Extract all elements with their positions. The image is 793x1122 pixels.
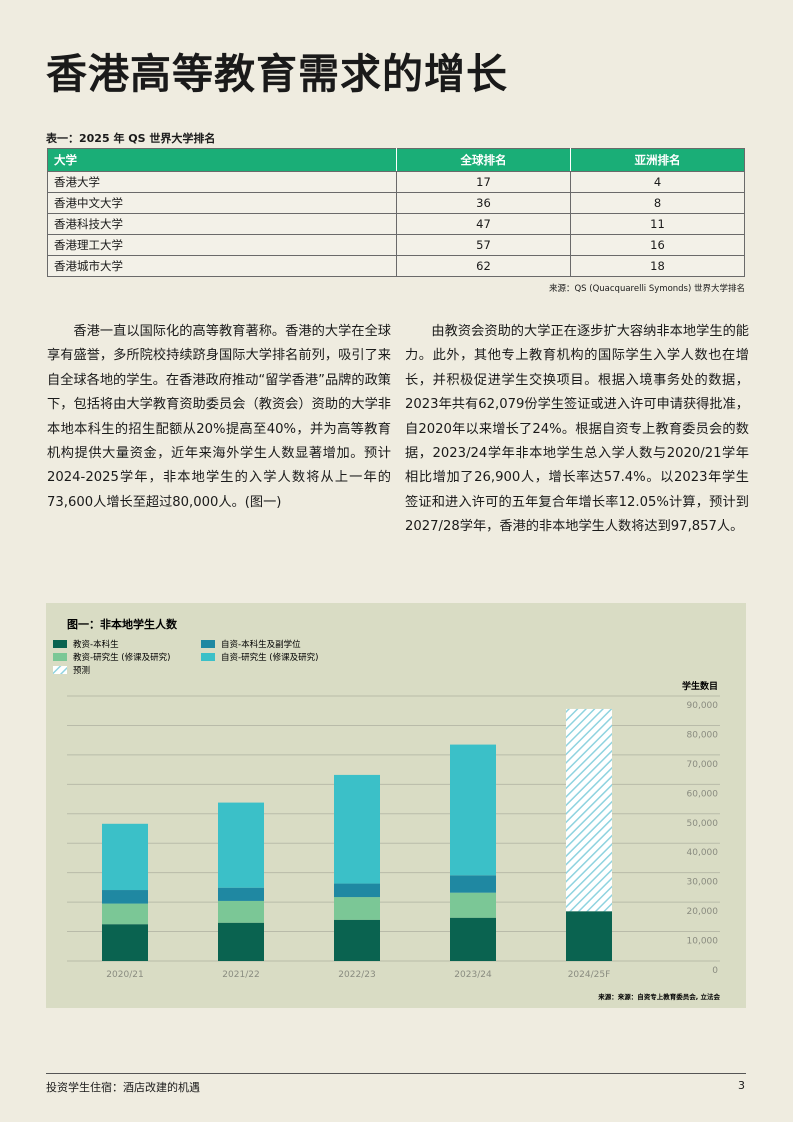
table-cell: 香港城市大学 [47,255,397,277]
chart-title: 图一：非本地学生人数 [67,617,178,631]
table-row: 香港科技大学 47 11 [47,213,745,235]
bar-segment [218,900,264,923]
y-tick-label: 10,000 [687,937,719,947]
table-cell: 57 [396,234,571,256]
table-cell: 4 [570,171,745,193]
page-number: 3 [738,1079,745,1092]
bar-segment [334,883,380,898]
paragraph: 香港一直以国际化的高等教育著称。香港的大学在全球享有盛誉，多所院校持续跻身国际大… [47,324,391,510]
table-cell: 36 [396,192,571,214]
table-cell: 香港科技大学 [47,213,397,235]
col-header: 大学 [47,148,397,172]
legend-label: 教资-研究生 (修课及研究) [73,652,170,663]
table-cell: 18 [570,255,745,277]
legend-swatch [201,653,215,661]
table-row: 香港理工大学 57 16 [47,234,745,256]
x-tick-label: 2020/21 [106,970,143,980]
y-tick-label: 70,000 [687,760,719,770]
col-header: 全球排名 [396,148,571,172]
page-title: 香港高等教育需求的增长 [46,50,508,98]
legend-label: 自资-研究生 (修课及研究) [221,652,318,663]
bar-segment [450,875,496,893]
bar-segment [566,708,612,912]
paragraph: 由教资会资助的大学正在逐步扩大容纳非本地学生的能力。此外，其他专上教育机构的国际… [405,324,749,535]
bar-segment [450,892,496,918]
bar-segment [218,922,264,961]
x-tick-label: 2024/25F [568,970,611,980]
legend-swatch [201,640,215,648]
chart-source: 来源：来源：自资专上教育委员会, 立法会 [597,992,720,1001]
legend-swatch [53,666,67,674]
bar-segment [450,917,496,961]
footer-text: 投资学生住宿：酒店改建的机遇 [46,1081,200,1094]
legend-swatch [53,653,67,661]
chart-panel: 图一：非本地学生人数 教资-本科生 自资-本科生及副学位教资-研究生 (修课及研究… [46,603,746,1008]
ranking-table: 大学 全球排名 亚洲排名 香港大学 17 4 香港中文大学 36 8 香港科技大学 47 11 香… [47,148,745,277]
bar-segment [218,802,264,888]
table-cell: 香港理工大学 [47,234,397,256]
y-tick-label: 50,000 [687,819,719,829]
y-tick-label: 30,000 [687,878,719,888]
x-tick-label: 2021/22 [222,970,259,980]
bar-segment [334,897,380,920]
y-axis-label: 学生数目 [682,680,718,692]
bar-segment [566,911,612,961]
table-row: 香港中文大学 36 8 [47,192,745,214]
table-cell: 香港大学 [47,171,397,193]
bar-segment [102,924,148,961]
y-tick-label: 0 [712,966,718,976]
table-cell: 香港中文大学 [47,192,397,214]
footer-divider [46,1073,746,1074]
x-tick-label: 2023/24 [454,970,492,980]
x-tick-label: 2022/23 [338,970,375,980]
y-tick-label: 60,000 [687,789,719,799]
table-cell: 8 [570,192,745,214]
y-tick-label: 40,000 [687,848,719,858]
bar-segment [102,823,148,891]
table-cell: 47 [396,213,571,235]
table-cell: 11 [570,213,745,235]
table-cell: 17 [396,171,571,193]
bar-segment [218,887,264,901]
legend-swatch [53,640,67,648]
bar-segment [334,774,380,884]
col-header: 亚洲排名 [570,148,745,172]
bar-segment [334,919,380,961]
table-cell: 16 [570,234,745,256]
bar-segment [450,744,496,876]
legend-label: 自资-本科生及副学位 [221,639,301,650]
legend-label: 预测 [73,665,90,676]
y-tick-label: 80,000 [687,730,719,740]
table-source: 来源：QS (Quacquarelli Symonds) 世界大学排名 [548,284,745,294]
table-row: 香港城市大学 62 18 [47,255,745,277]
y-tick-label: 90,000 [687,701,719,711]
table-row: 香港大学 17 4 [47,171,745,193]
bar-segment [102,903,148,925]
legend-label: 教资-本科生 [73,639,119,650]
y-tick-label: 20,000 [687,907,719,917]
table-caption: 表一：2025 年 QS 世界大学排名 [46,132,216,145]
table-cell: 62 [396,255,571,277]
bar-segment [102,890,148,904]
